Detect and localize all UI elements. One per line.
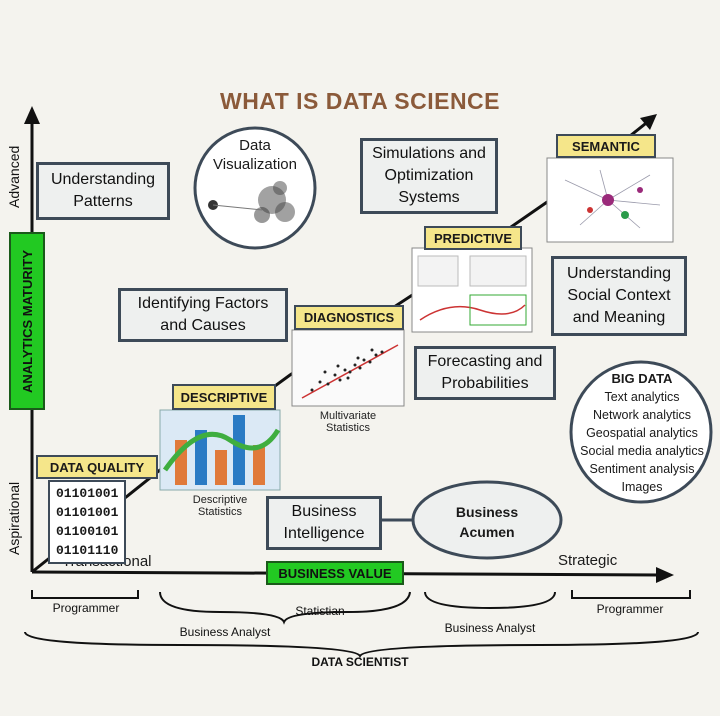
stage-semantic: SEMANTIC	[556, 134, 656, 158]
data-visualization-label: Data Visualization	[213, 137, 297, 173]
role-statistian: Statistian	[295, 604, 345, 618]
binary-line: 01100101	[56, 524, 119, 539]
big-data-title: BIG DATA	[611, 371, 673, 386]
binary-line: 01101110	[56, 543, 119, 558]
social-context-box: Understanding Social Context and Meaning	[551, 256, 687, 336]
big-data-item: Images	[621, 480, 663, 494]
trend-arrowhead	[640, 114, 657, 130]
analytics-maturity-text: ANALYTICS MATURITY	[19, 249, 35, 393]
predictive-model-image	[411, 247, 533, 333]
identifying-factors-box: Identifying Factors and Causes	[118, 288, 288, 342]
business-acumen-label: Business Acumen	[455, 504, 519, 540]
forecasting-probabilities-box: Forecasting and Probabilities	[414, 346, 556, 400]
role-braces	[24, 590, 699, 659]
role-business-analyst-left: Business Analyst	[179, 625, 271, 639]
multivariate-statistics-caption: Multivariate Statistics	[319, 410, 377, 434]
y-axis-top-label: Advanced	[6, 145, 22, 208]
stage-diagnostics: DIAGNOSTICS	[294, 305, 404, 330]
stage-descriptive: DESCRIPTIVE	[172, 384, 276, 410]
stage-data-quality: DATA QUALITY	[36, 455, 158, 479]
business-acumen-ellipse	[411, 480, 563, 560]
big-data-list: BIG DATA Text analytics Network analytic…	[574, 370, 710, 496]
big-data-item: Social media analytics	[580, 444, 704, 458]
understanding-patterns-box: Understanding Patterns	[36, 162, 170, 220]
binary-line: 01101001	[56, 505, 119, 520]
semantic-network-image	[546, 157, 674, 243]
big-data-item: Geospatial analytics	[586, 426, 698, 440]
binary-line: 01101001	[56, 486, 119, 501]
analytics-maturity-label: ANALYTICS MATURITY	[9, 232, 45, 410]
stage-predictive: PREDICTIVE	[424, 226, 522, 250]
big-data-circle	[569, 360, 713, 504]
big-data-item: Sentiment analysis	[589, 462, 695, 476]
role-programmer-right: Programmer	[596, 602, 664, 616]
x-axis-arrowhead	[656, 567, 674, 583]
binary-data-block: 01101001 01101001 01100101 01101110	[48, 480, 127, 564]
business-value-label: BUSINESS VALUE	[266, 561, 404, 585]
simulations-optimization-box: Simulations and Optimization Systems	[360, 138, 498, 214]
role-data-scientist: DATA SCIENTIST	[311, 655, 409, 669]
multivariate-scatter-image	[291, 329, 405, 407]
x-axis-right-label: Strategic	[558, 552, 618, 569]
role-business-analyst-right: Business Analyst	[444, 621, 536, 635]
y-axis-bottom-label: Aspirational	[6, 481, 22, 555]
page-title: WHAT IS DATA SCIENCE	[219, 88, 501, 114]
big-data-item: Network analytics	[593, 408, 691, 422]
descriptive-statistics-caption: Descriptive Statistics	[192, 494, 248, 518]
y-axis-arrowhead	[24, 106, 40, 124]
network-scatter-graphic	[208, 181, 295, 223]
role-programmer-left: Programmer	[52, 601, 120, 615]
business-intelligence-box: Business Intelligence	[266, 496, 382, 550]
big-data-item: Text analytics	[604, 390, 680, 404]
descriptive-3d-chart-image	[159, 409, 281, 491]
